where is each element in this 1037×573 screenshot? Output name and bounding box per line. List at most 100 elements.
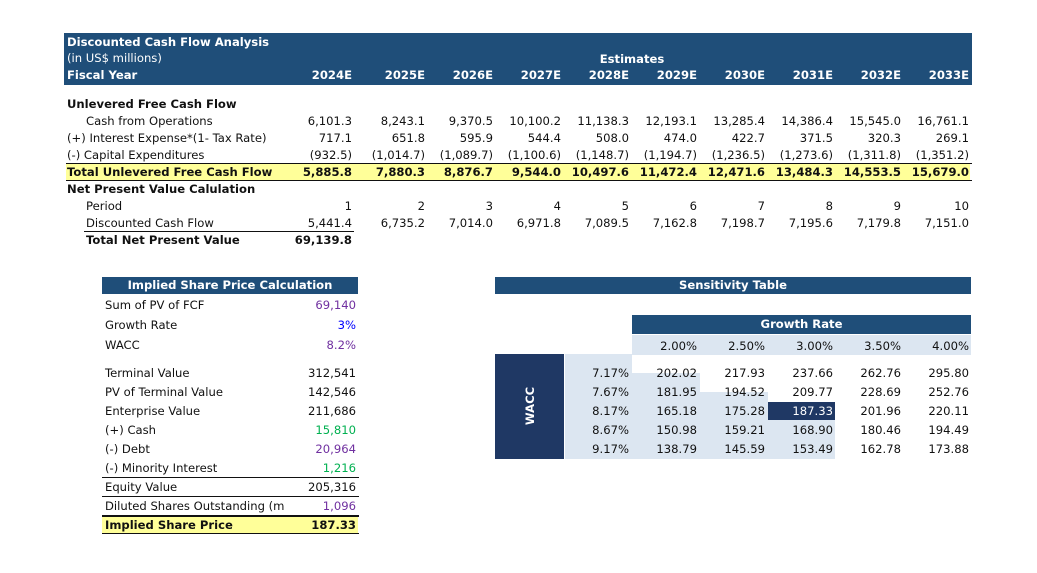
base-case-cell: [768, 402, 835, 420]
year-header: 2026E: [452, 68, 493, 82]
wacc-cell: 7.17%: [592, 366, 629, 380]
period-cell: 3: [485, 199, 493, 213]
ufcf-cell: 16,761.1: [917, 114, 969, 128]
implied-row-label: (-) Debt: [105, 442, 150, 456]
ufcf-cell: 717.1: [318, 131, 352, 145]
ufcf-cell: 651.8: [391, 131, 425, 145]
implied-row-border: [102, 496, 359, 497]
implied-share-price-label: Implied Share Price: [105, 518, 233, 532]
fiscal-year-label: Fiscal Year: [67, 68, 138, 82]
implied-row-value: 3%: [337, 318, 356, 332]
ufcf-cell: 13,285.4: [713, 114, 765, 128]
sensitivity-cell: 168.90: [792, 423, 833, 437]
year-header: 2033E: [928, 68, 969, 82]
ufcf-total-highlight: [66, 163, 970, 180]
sensitivity-cell: 150.98: [656, 423, 697, 437]
ufcf-cell: 9,370.5: [448, 114, 493, 128]
implied-share-price-value: 187.33: [311, 518, 356, 532]
npv-total-label: Total Net Present Value: [86, 233, 240, 247]
period-cell: 1: [344, 199, 352, 213]
ufcf-cell: 8,243.1: [380, 114, 425, 128]
implied-row-value: 1,216: [322, 461, 356, 475]
period-cell: 5: [621, 199, 629, 213]
dcf-header-band: [64, 33, 972, 85]
year-header: 2027E: [520, 68, 561, 82]
ufcf-total-cell: 12,471.6: [707, 165, 765, 179]
dcf-cell: 7,198.7: [720, 216, 765, 230]
implied-final-highlight: [102, 516, 358, 533]
ufcf-cell: 6,101.3: [307, 114, 352, 128]
ufcf-cell: (1,311.8): [847, 148, 901, 162]
ufcf-total-cell: 13,484.3: [775, 165, 833, 179]
implied-row-value: 15,810: [315, 423, 356, 437]
ufcf-cell: 12,193.1: [645, 114, 697, 128]
implied-final-bottom-border: [102, 533, 359, 534]
year-header: 2030E: [724, 68, 765, 82]
sensitivity-cell: 159.21: [724, 423, 765, 437]
sensitivity-cell: 262.76: [860, 366, 901, 380]
growth-rate-cell: 3.00%: [796, 339, 833, 353]
year-header: 2025E: [384, 68, 425, 82]
implied-row-label: Sum of PV of FCF: [105, 298, 205, 312]
ufcf-total-cell: 11,472.4: [639, 165, 697, 179]
ufcf-total-cell: 8,876.7: [443, 165, 493, 179]
year-header: 2029E: [656, 68, 697, 82]
dcf-cell: 5,441.4: [307, 216, 352, 230]
ufcf-cell: (1,014.7): [371, 148, 425, 162]
implied-row-value: 142,546: [308, 385, 356, 399]
ufcf-cell: (932.5): [309, 148, 352, 162]
ufcf-total-bottom-border: [66, 180, 972, 181]
growth-rate-cell: 2.50%: [728, 339, 765, 353]
dcf-cell: 7,089.5: [584, 216, 629, 230]
period-cell: 8: [825, 199, 833, 213]
sensitivity-cell: 194.49: [928, 423, 969, 437]
ufcf-total-cell: 10,497.6: [571, 165, 629, 179]
ufcf-row-label: (+) Interest Expense*(1- Tax Rate): [67, 131, 267, 145]
ufcf-row-label: (-) Capital Expenditures: [67, 148, 205, 162]
year-header: 2032E: [860, 68, 901, 82]
implied-row-label: (+) Cash: [105, 423, 157, 437]
growth-rate-cell: 2.00%: [660, 339, 697, 353]
implied-row-value: 8.2%: [326, 338, 356, 352]
implied-row-label: (-) Minority Interest: [105, 461, 218, 475]
growth-rate-cell: 3.50%: [864, 339, 901, 353]
ufcf-total-cell: 7,880.3: [375, 165, 425, 179]
ufcf-cell: 508.0: [595, 131, 629, 145]
growth-rates-band: [632, 335, 971, 355]
dcf-cell: 6,735.2: [380, 216, 425, 230]
sensitivity-cell: 217.93: [724, 366, 765, 380]
ufcf-total-cell: 9,544.0: [511, 165, 561, 179]
wacc-cell: 7.67%: [592, 385, 629, 399]
dcf-cell: 7,014.0: [448, 216, 493, 230]
ufcf-cell: 474.0: [663, 131, 697, 145]
ufcf-total-cell: 15,679.0: [911, 165, 969, 179]
ufcf-cell: 544.4: [527, 131, 561, 145]
dcf-label: Discounted Cash Flow: [86, 216, 214, 230]
ufcf-cell: (1,236.5): [711, 148, 765, 162]
ufcf-cell: (1,273.6): [779, 148, 833, 162]
wacc-cell: 8.67%: [592, 423, 629, 437]
ufcf-cell: 422.7: [731, 131, 765, 145]
period-cell: 2: [417, 199, 425, 213]
npv-total-top-border: [84, 231, 354, 232]
ufcf-row-label: Cash from Operations: [86, 114, 213, 128]
period-cell: 9: [893, 199, 901, 213]
period-cell: 10: [954, 199, 969, 213]
wacc-values-band: [565, 354, 632, 459]
sensitivity-cell: 173.88: [928, 442, 969, 456]
sensitivity-cell: 180.46: [860, 423, 901, 437]
sensitivity-cell: 295.80: [928, 366, 969, 380]
sensitivity-cell: 209.77: [792, 385, 833, 399]
sensitivity-cell: 153.49: [792, 442, 833, 456]
sensitivity-cell: 165.18: [656, 404, 697, 418]
implied-row-value: 211,686: [308, 404, 356, 418]
implied-row-value: 205,316: [308, 480, 356, 494]
implied-row-value: 312,541: [308, 366, 356, 380]
period-cell: 7: [757, 199, 765, 213]
ufcf-cell: (1,089.7): [439, 148, 493, 162]
year-header: 2028E: [588, 68, 629, 82]
ufcf-cell: (1,351.2): [915, 148, 969, 162]
implied-row-label: PV of Terminal Value: [105, 385, 223, 399]
year-header: 2031E: [792, 68, 833, 82]
implied-final-top-border: [102, 516, 359, 517]
